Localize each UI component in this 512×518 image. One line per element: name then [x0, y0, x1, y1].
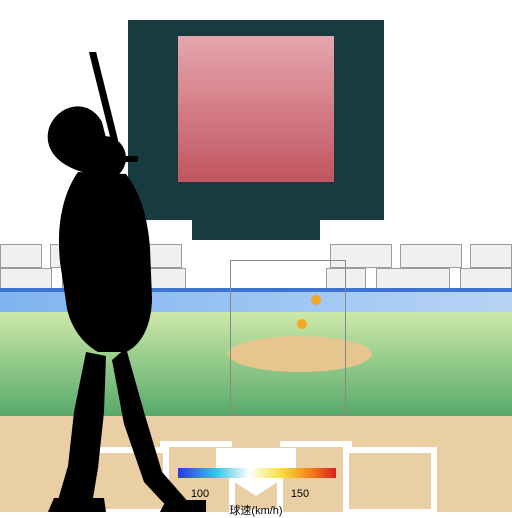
- seat-block: [470, 244, 512, 268]
- seat-block: [0, 244, 42, 268]
- home-plate-dirt: [0, 416, 512, 512]
- seat-block: [120, 244, 182, 268]
- scoreboard-base: [192, 220, 320, 240]
- scoreboard-screen: [178, 36, 334, 182]
- seat-block: [50, 244, 112, 268]
- legend-tick: 100: [188, 488, 212, 500]
- seat-block: [400, 244, 462, 268]
- strike-zone: [230, 260, 346, 416]
- legend-tick: 150: [288, 488, 312, 500]
- speed-legend-bar: [178, 468, 336, 478]
- speed-legend-label: 球速(km/h): [216, 502, 296, 518]
